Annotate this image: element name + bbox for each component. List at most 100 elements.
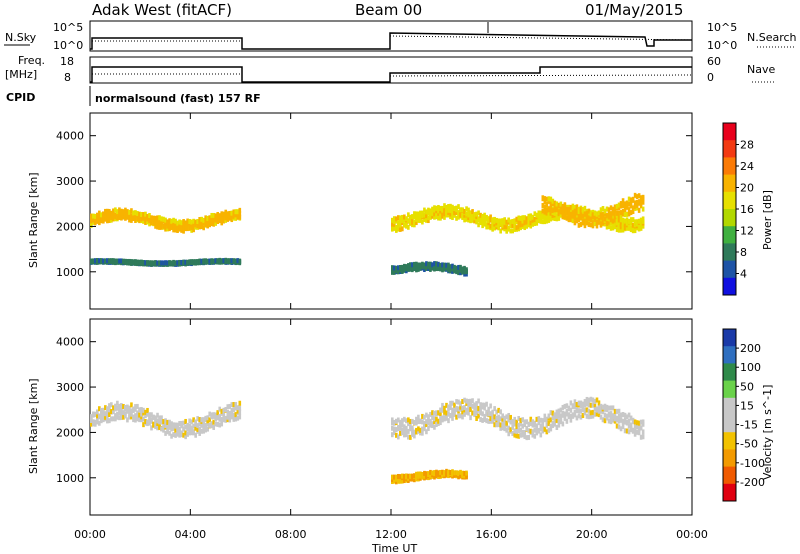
echo-cell bbox=[204, 422, 207, 428]
echo-cell bbox=[499, 409, 502, 415]
echo-cell bbox=[519, 421, 523, 427]
echo-cell bbox=[573, 220, 577, 226]
echo-cell bbox=[106, 218, 109, 224]
colorbar-segment bbox=[723, 123, 736, 141]
echo-cell bbox=[601, 206, 605, 212]
echo-cell bbox=[190, 419, 193, 425]
echo-cell bbox=[551, 208, 555, 214]
echo-cell bbox=[138, 259, 141, 265]
echo-cell bbox=[475, 405, 478, 411]
echo-cell bbox=[531, 422, 535, 428]
echo-cell bbox=[481, 213, 484, 219]
echo-cell bbox=[637, 199, 641, 205]
echo-cell bbox=[563, 403, 567, 409]
echo-cell bbox=[160, 220, 163, 226]
echo-cell bbox=[399, 425, 402, 431]
echo-cell bbox=[613, 212, 617, 218]
echo-cell bbox=[485, 401, 488, 407]
echo-cell bbox=[433, 416, 436, 422]
echo-cell bbox=[581, 404, 585, 410]
echo-cell bbox=[190, 225, 193, 231]
echo-cell bbox=[579, 403, 583, 409]
echo-cell bbox=[441, 213, 444, 219]
echo-cell bbox=[527, 222, 531, 228]
echo-cell bbox=[559, 204, 563, 210]
cpid-text: normalsound (fast) 157 RF bbox=[95, 92, 261, 105]
echo-cell bbox=[435, 469, 438, 475]
echo-cell bbox=[238, 258, 242, 264]
echo-cell bbox=[102, 258, 105, 264]
echo-cell bbox=[491, 217, 494, 223]
echo-cell bbox=[489, 214, 492, 220]
echo-cell bbox=[545, 214, 549, 220]
echo-cell bbox=[471, 213, 474, 219]
echo-cell bbox=[641, 419, 645, 425]
echo-cell bbox=[180, 430, 183, 436]
echo-cell bbox=[120, 403, 123, 409]
echo-cell bbox=[154, 260, 157, 266]
nave-label: Nave bbox=[747, 63, 775, 76]
echo-cell bbox=[581, 219, 585, 225]
echo-cell bbox=[232, 416, 236, 422]
echo-cell bbox=[477, 222, 480, 228]
echo-cell bbox=[525, 425, 529, 431]
power-y-label: Slant Range [km] bbox=[27, 172, 40, 268]
echo-cell bbox=[527, 219, 531, 225]
echo-cell bbox=[531, 221, 535, 227]
echo-cell bbox=[154, 415, 157, 421]
echo-cell bbox=[94, 411, 97, 417]
echo-cell bbox=[433, 261, 436, 267]
echo-cell bbox=[152, 260, 155, 266]
echo-cell bbox=[469, 214, 472, 220]
echo-cell bbox=[577, 408, 581, 414]
echo-cell bbox=[585, 215, 589, 221]
echo-cell bbox=[463, 212, 466, 218]
echo-cell bbox=[477, 398, 480, 404]
echo-cell bbox=[519, 417, 523, 423]
echo-cell bbox=[190, 425, 193, 431]
echo-cell bbox=[447, 207, 450, 213]
y-tick-label: 1000 bbox=[56, 472, 84, 485]
echo-cell bbox=[465, 267, 468, 273]
echo-cell bbox=[433, 211, 436, 217]
echo-cell bbox=[563, 209, 567, 215]
echo-cell bbox=[637, 420, 641, 426]
echo-cell bbox=[473, 405, 476, 411]
echo-cell bbox=[517, 219, 521, 225]
echo-cell bbox=[509, 219, 512, 225]
echo-cell bbox=[180, 220, 183, 226]
echo-cell bbox=[178, 259, 181, 265]
echo-cell bbox=[409, 214, 412, 220]
echo-cell bbox=[192, 423, 195, 429]
echo-cell bbox=[236, 415, 240, 421]
echo-cell bbox=[447, 418, 450, 424]
echo-cell bbox=[401, 418, 404, 424]
echo-cell bbox=[479, 402, 482, 408]
echo-cell bbox=[120, 258, 123, 264]
echo-cell bbox=[216, 415, 220, 421]
velocity-colorbar-label: Velocity [m s^-1] bbox=[761, 385, 774, 480]
echo-cell bbox=[164, 260, 167, 266]
echo-cell bbox=[483, 218, 486, 224]
echo-cell bbox=[519, 427, 523, 433]
echo-cell bbox=[210, 421, 214, 427]
echo-cell bbox=[557, 413, 561, 419]
echo-cell bbox=[232, 407, 236, 413]
echo-cell bbox=[226, 409, 230, 415]
echo-cell bbox=[613, 414, 617, 420]
echo-cell bbox=[563, 205, 567, 211]
echo-cell bbox=[617, 221, 621, 227]
echo-cell bbox=[409, 426, 412, 432]
echo-cell bbox=[204, 219, 207, 225]
echo-cell bbox=[393, 265, 396, 271]
echo-cell bbox=[411, 418, 414, 424]
echo-cell bbox=[122, 209, 125, 215]
echo-cell bbox=[593, 210, 597, 216]
echo-cell bbox=[523, 422, 527, 428]
echo-cell bbox=[633, 219, 637, 225]
echo-cell bbox=[164, 422, 167, 428]
nsky-label: N.Sky bbox=[5, 31, 37, 44]
echo-cell bbox=[188, 430, 191, 436]
echo-cell bbox=[555, 417, 559, 423]
echo-cell bbox=[116, 258, 119, 264]
